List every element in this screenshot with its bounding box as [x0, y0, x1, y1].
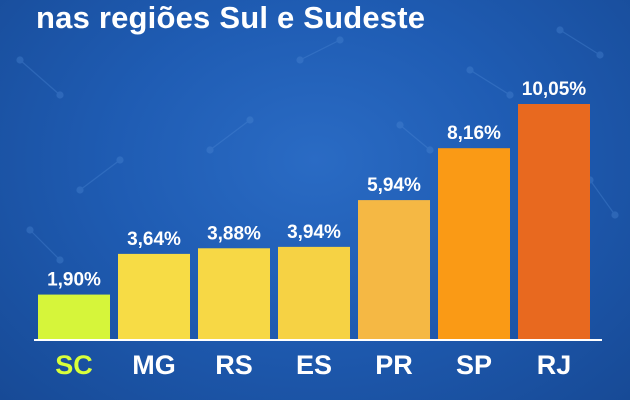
bar-rs: [198, 248, 270, 339]
value-label-es: 3,94%: [287, 222, 341, 243]
category-label-mg: MG: [132, 350, 176, 380]
bar-sc: [38, 294, 110, 339]
bar-pr: [358, 200, 430, 339]
value-label-pr: 5,94%: [367, 175, 421, 196]
value-label-rs: 3,88%: [207, 223, 261, 244]
category-label-rj: RJ: [537, 350, 572, 380]
value-label-rj: 10,05%: [522, 79, 587, 100]
chart-title: nas regiões Sul e Sudeste: [36, 0, 426, 35]
value-label-sc: 1,90%: [47, 270, 101, 291]
category-label-es: ES: [296, 350, 332, 380]
bar-rj: [518, 104, 590, 339]
value-label-sp: 8,16%: [447, 123, 501, 144]
value-label-mg: 3,64%: [127, 229, 181, 250]
category-label-sp: SP: [456, 350, 492, 380]
category-label-pr: PR: [375, 350, 413, 380]
bar-es: [278, 246, 350, 339]
bar-sp: [438, 148, 510, 339]
bar-mg: [118, 253, 190, 339]
category-label-sc: SC: [55, 350, 93, 380]
category-label-rs: RS: [215, 350, 253, 380]
